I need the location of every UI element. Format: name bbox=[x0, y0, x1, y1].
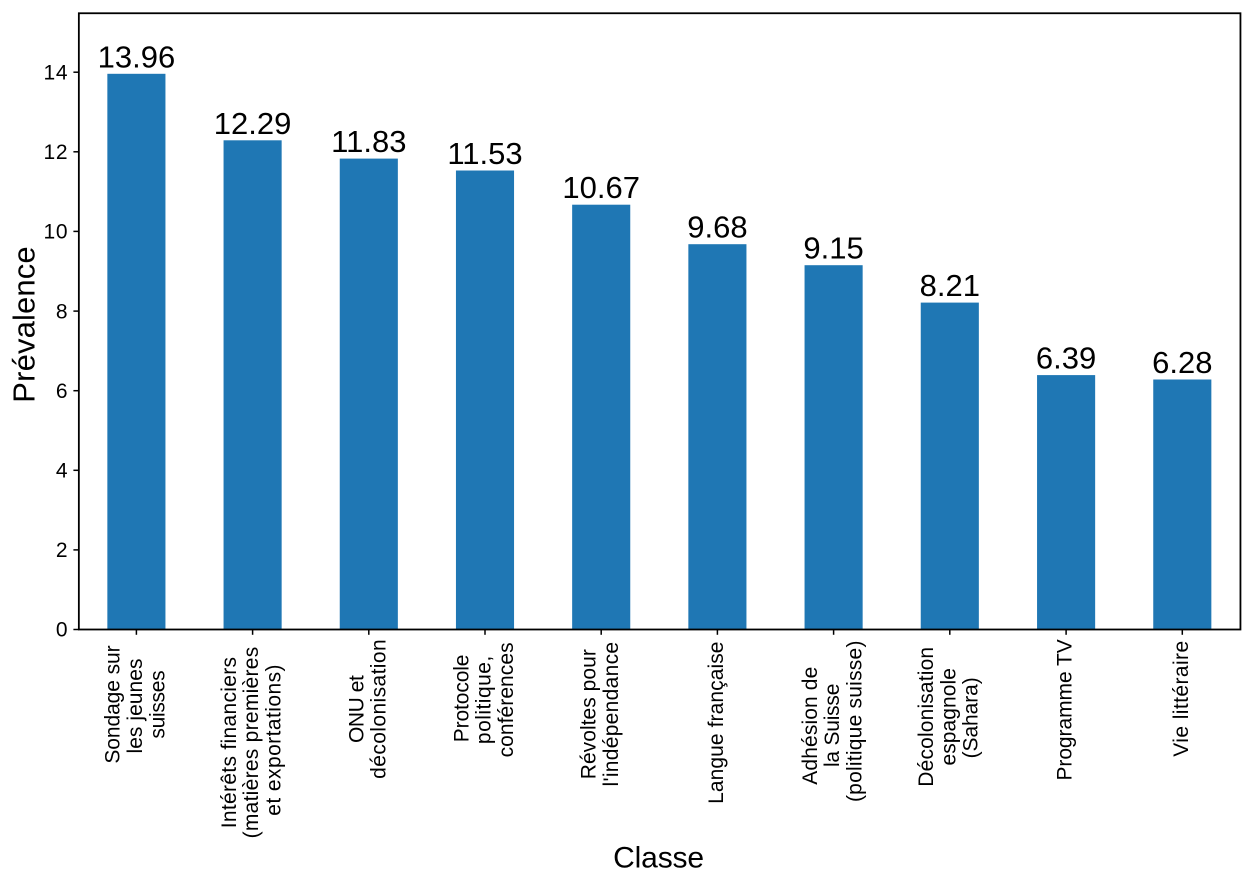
svg-text:6: 6 bbox=[56, 380, 68, 403]
svg-text:l'indépendance: l'indépendance bbox=[600, 642, 623, 787]
svg-text:9.68: 9.68 bbox=[687, 210, 747, 245]
svg-text:11.53: 11.53 bbox=[447, 136, 522, 171]
svg-text:Sondage sur: Sondage sur bbox=[102, 645, 125, 763]
svg-text:8: 8 bbox=[56, 300, 68, 323]
svg-text:10.67: 10.67 bbox=[562, 170, 640, 205]
svg-text:11.83: 11.83 bbox=[331, 124, 406, 159]
svg-text:14: 14 bbox=[44, 61, 68, 84]
svg-text:suisses: suisses bbox=[146, 670, 169, 738]
svg-text:6.39: 6.39 bbox=[1036, 341, 1096, 376]
svg-text:6.28: 6.28 bbox=[1152, 345, 1212, 380]
svg-text:12.29: 12.29 bbox=[214, 106, 292, 141]
svg-text:(matières premières: (matières premières bbox=[240, 647, 263, 839]
svg-text:8.21: 8.21 bbox=[920, 268, 980, 303]
svg-text:Révoltes pour: Révoltes pour bbox=[578, 649, 601, 779]
svg-text:(politique suisse): (politique suisse) bbox=[844, 641, 867, 803]
svg-text:Adhésion de: Adhésion de bbox=[799, 667, 822, 785]
svg-text:4: 4 bbox=[56, 460, 68, 483]
svg-text:décolonisation: décolonisation bbox=[368, 639, 391, 779]
svg-text:politique,: politique, bbox=[473, 656, 496, 744]
svg-text:Protocole: Protocole bbox=[450, 655, 473, 743]
svg-text:9.15: 9.15 bbox=[803, 231, 863, 266]
svg-text:2: 2 bbox=[56, 539, 68, 562]
svg-text:(Sahara): (Sahara) bbox=[960, 677, 983, 758]
svg-text:espagnole: espagnole bbox=[937, 668, 960, 766]
svg-text:Langue française: Langue française bbox=[705, 642, 728, 804]
svg-text:Vie littéraire: Vie littéraire bbox=[1170, 641, 1193, 757]
svg-text:10: 10 bbox=[44, 221, 68, 244]
svg-text:12: 12 bbox=[44, 141, 68, 164]
svg-text:ONU et: ONU et bbox=[345, 675, 368, 743]
svg-text:conférences: conférences bbox=[495, 642, 518, 757]
svg-text:Décolonisation: Décolonisation bbox=[915, 647, 938, 787]
svg-text:0: 0 bbox=[56, 619, 68, 642]
svg-text:et exportations): et exportations) bbox=[263, 664, 286, 815]
svg-text:Prévalence: Prévalence bbox=[7, 246, 42, 402]
svg-text:13.96: 13.96 bbox=[98, 39, 176, 74]
svg-text:Intérêts financiers: Intérêts financiers bbox=[218, 657, 241, 828]
svg-text:la Suisse: la Suisse bbox=[821, 684, 844, 767]
svg-text:les jeunes: les jeunes bbox=[124, 659, 147, 754]
svg-text:Programme TV: Programme TV bbox=[1054, 639, 1077, 780]
svg-text:Classe: Classe bbox=[613, 842, 704, 875]
